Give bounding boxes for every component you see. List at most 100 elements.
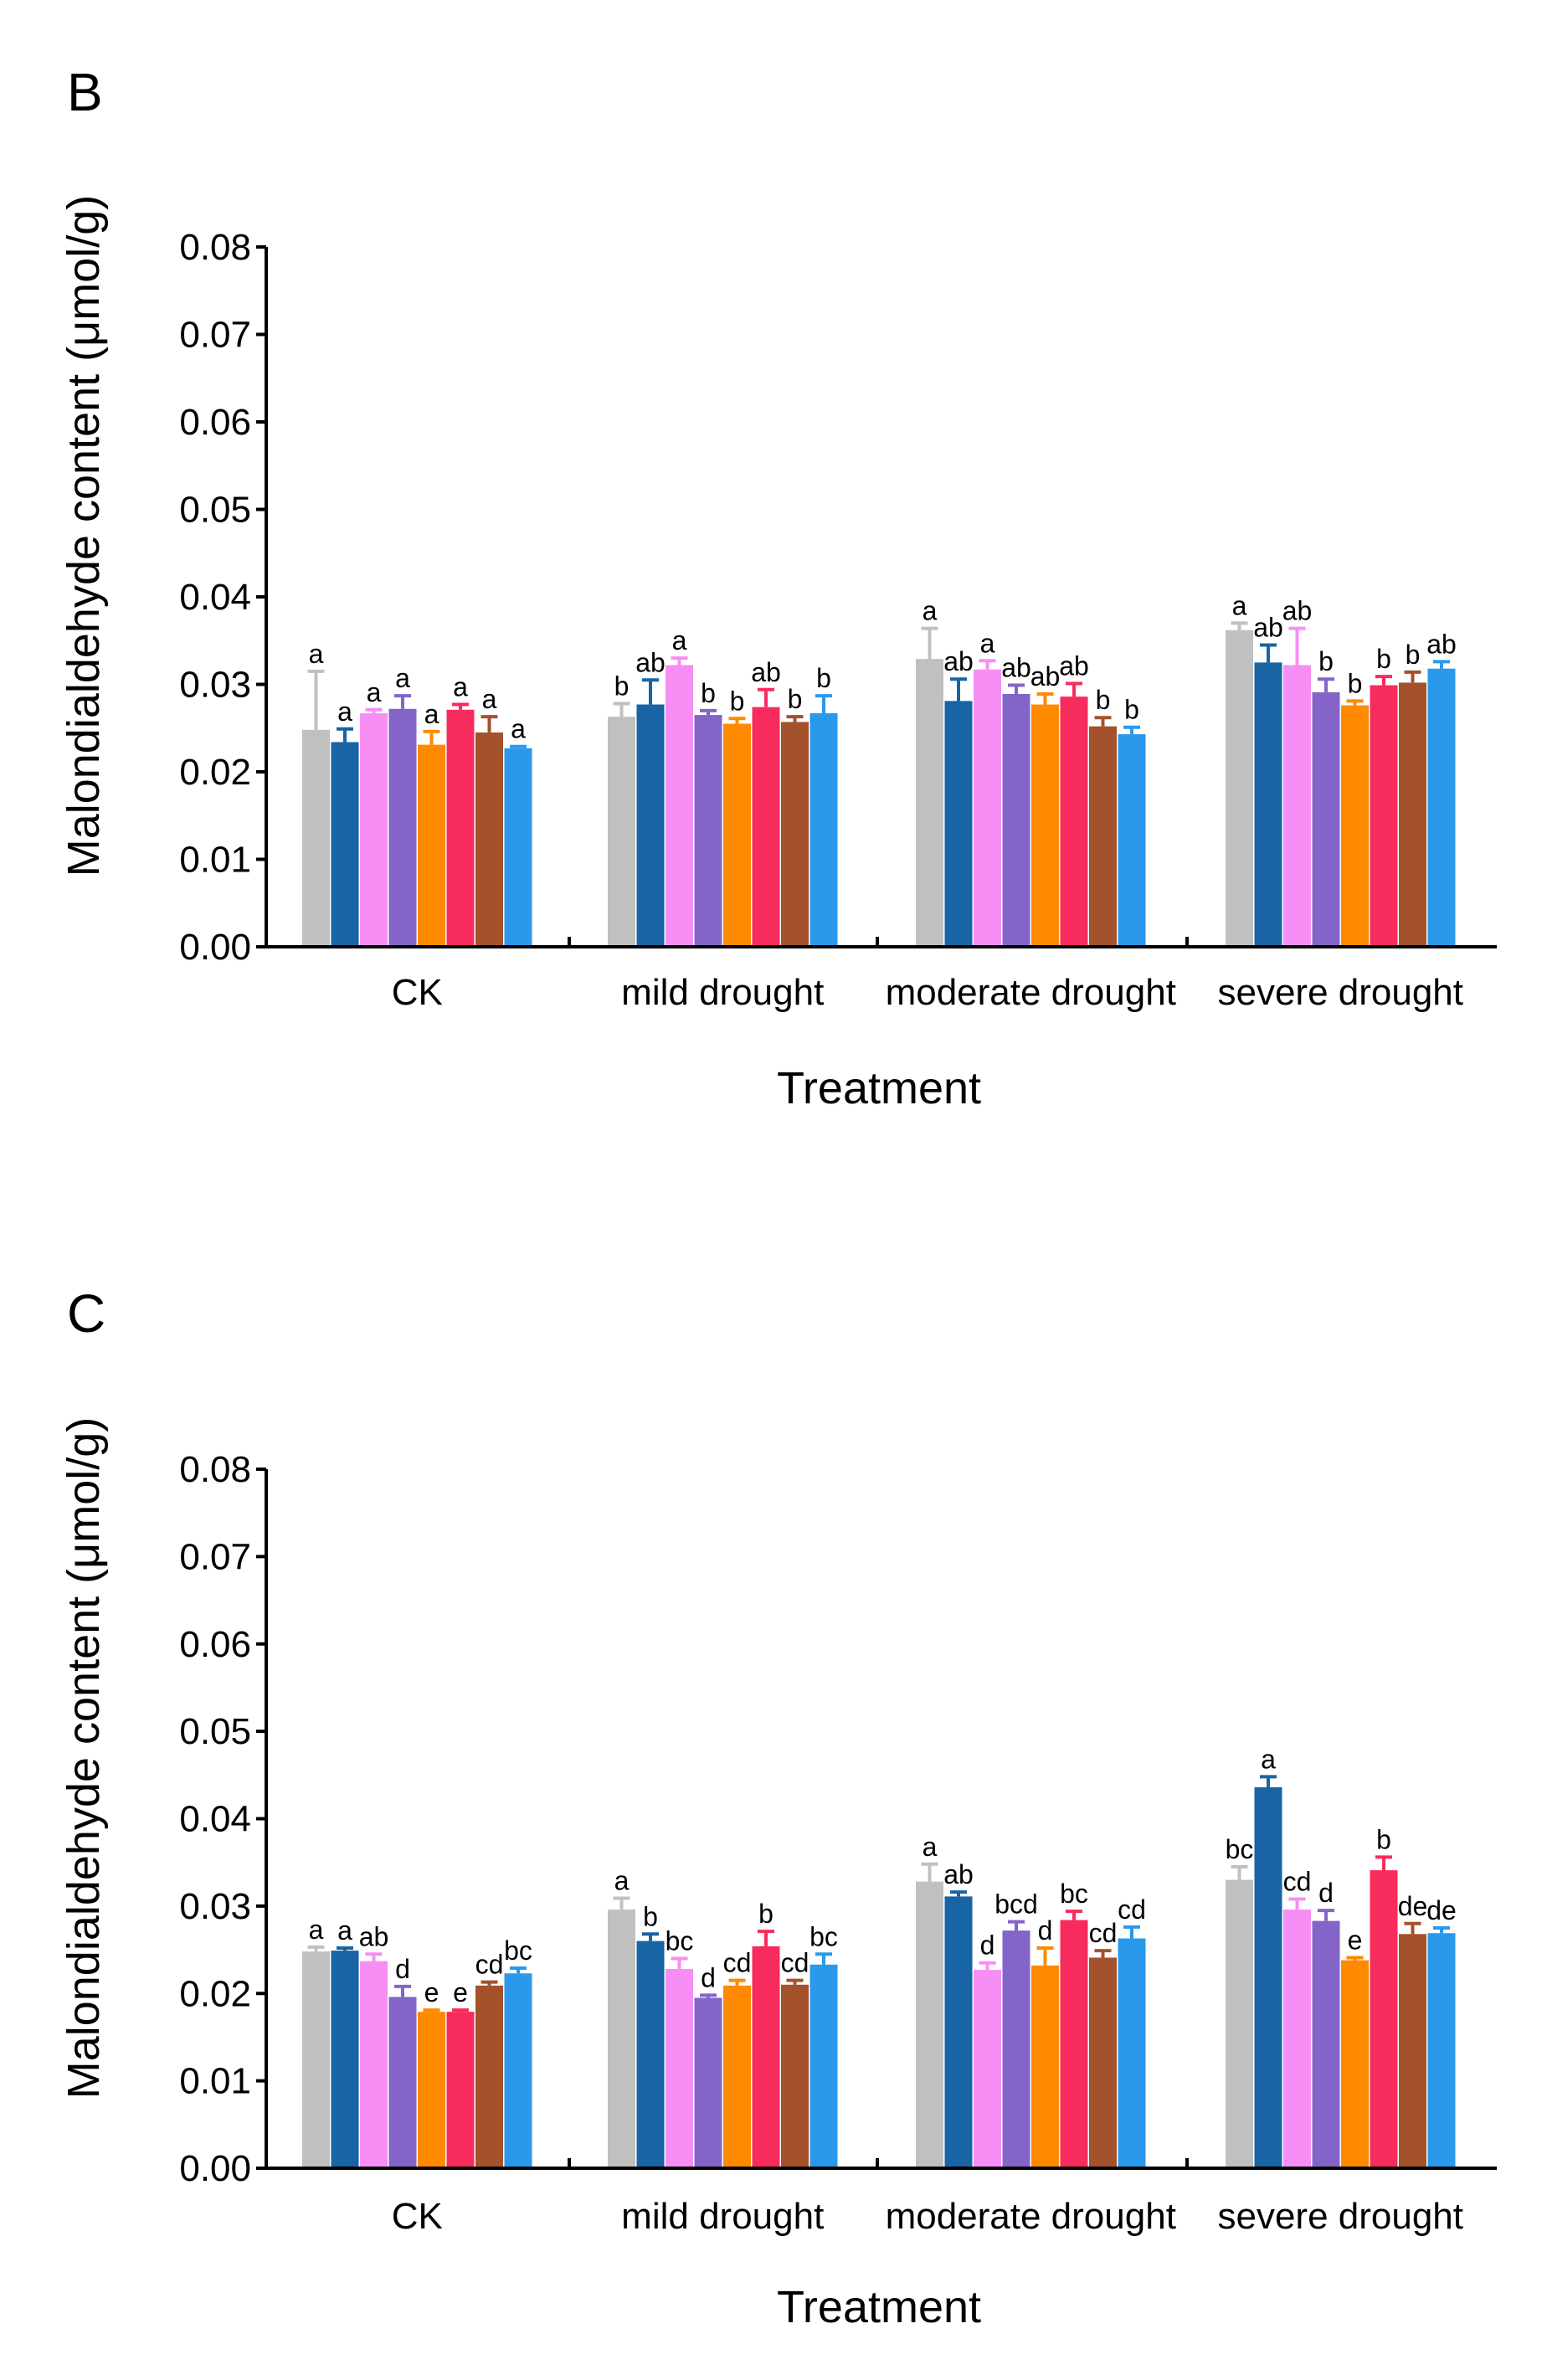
y-ticks: 0.00 0.01 0.02 0.03 0.04 0.05 0.06 0.07 0.08: [179, 227, 266, 968]
y-tick-label: 0.01: [179, 2061, 251, 2102]
significance-letter: ab: [635, 647, 666, 677]
y-tick-label: 0.07: [179, 1536, 251, 1577]
y-tick-label: 0.02: [179, 1973, 251, 2014]
y-tick-label: 0.05: [179, 1711, 251, 1752]
category-label: mild drought: [621, 2196, 824, 2237]
category-label: CK: [392, 972, 443, 1013]
significance-letter: ab: [1030, 661, 1061, 691]
bar: [418, 744, 445, 947]
y-tick-label: 0.04: [179, 577, 251, 618]
y-tick-label: 0.08: [179, 227, 251, 268]
panel-label: C: [67, 1283, 105, 1344]
bar: [608, 717, 635, 947]
bar: [1118, 734, 1146, 947]
significance-letter: ab: [1282, 596, 1313, 626]
significance-letter: ab: [1253, 612, 1283, 642]
bar: [1089, 726, 1117, 947]
bar: [504, 1973, 532, 2168]
bar: [723, 723, 751, 947]
x-axis-title: Treatment: [777, 2282, 981, 2332]
bar: [1226, 630, 1253, 947]
significance-letter: bc: [666, 1926, 694, 1956]
significance-letter: cd: [1283, 1867, 1312, 1897]
bar: [1283, 1910, 1311, 2168]
category-label: CK: [392, 2196, 443, 2237]
panel-b: B Treatment Malondialdehyde content (μmo…: [59, 62, 1497, 1113]
bar: [944, 1896, 973, 2168]
significance-letter: cd: [1118, 1894, 1146, 1925]
y-tick-label: 0.03: [179, 665, 251, 706]
significance-letter: d: [980, 1930, 995, 1961]
significance-letter: ab: [1059, 650, 1089, 681]
bar: [944, 701, 973, 947]
bar: [1427, 1933, 1456, 2168]
bar: [1060, 697, 1088, 947]
significance-letter: a: [337, 697, 352, 727]
significance-letter: a: [453, 672, 468, 702]
significance-letter: bc: [809, 1921, 838, 1951]
axes: [265, 1469, 1497, 2170]
y-tick-label: 0.01: [179, 840, 251, 881]
bar: [1254, 662, 1282, 947]
bar: [1399, 1934, 1426, 2168]
bar: [974, 1970, 1001, 2168]
y-tick-label: 0.04: [179, 1799, 251, 1840]
significance-letter: a: [614, 1865, 630, 1895]
significance-letter: ab: [943, 646, 974, 676]
bar: [331, 1951, 359, 2168]
y-tick-label: 0.03: [179, 1886, 251, 1927]
significance-letter: a: [511, 714, 526, 744]
bar: [1370, 685, 1398, 947]
significance-letter: a: [923, 1832, 938, 1862]
significance-letter: de: [1398, 1891, 1428, 1921]
bar: [331, 742, 359, 947]
category-label: mild drought: [621, 972, 824, 1013]
bar: [752, 707, 780, 947]
y-ticks: 0.00 0.01 0.02 0.03 0.04 0.05 0.06 0.07 0.08: [179, 1449, 266, 2189]
significance-letter: d: [395, 1954, 410, 1984]
significance-letter: b: [1376, 644, 1391, 674]
significance-letter: e: [453, 1977, 468, 2007]
bar: [302, 729, 330, 947]
significance-letter: a: [923, 596, 938, 626]
significance-letter: b: [816, 663, 831, 693]
significance-letter: a: [1232, 590, 1247, 620]
bar: [446, 709, 475, 947]
y-tick-label: 0.00: [179, 2148, 251, 2189]
bar: [666, 1969, 693, 2168]
bar: [1254, 1786, 1282, 2168]
significance-letter: a: [1261, 1744, 1276, 1774]
y-tick-label: 0.06: [179, 1624, 251, 1665]
significance-letter: ab: [943, 1859, 974, 1889]
y-tick-label: 0.00: [179, 927, 251, 968]
significance-letter: a: [309, 1915, 324, 1945]
bar: [694, 1997, 722, 2168]
bar: [636, 704, 665, 947]
bar: [1283, 665, 1311, 947]
bar: [916, 1881, 943, 2168]
category-labels: CK mild drought moderate drought severe dro…: [392, 2196, 1463, 2237]
y-tick-label: 0.05: [179, 490, 251, 531]
bar: [781, 722, 809, 947]
category-label: moderate drought: [886, 2196, 1176, 2237]
panel-label: B: [67, 62, 103, 122]
bar: [1312, 691, 1340, 947]
bar: [694, 715, 722, 947]
significance-letter: a: [980, 628, 995, 658]
bar: [1427, 668, 1456, 947]
significance-letter: bcd: [994, 1889, 1038, 1920]
bar: [360, 1961, 388, 2168]
category-labels: CK mild drought moderate drought severe dro…: [392, 972, 1463, 1013]
significance-letter: cd: [781, 1948, 809, 1978]
significance-letter: a: [337, 1915, 352, 1946]
significance-letter: b: [1096, 685, 1111, 715]
y-tick-label: 0.06: [179, 402, 251, 443]
significance-letter: e: [424, 1977, 439, 2007]
significance-letter: a: [672, 625, 687, 655]
bar: [608, 1910, 635, 2168]
significance-letter: b: [643, 1901, 658, 1931]
bar: [360, 712, 388, 947]
bar: [1341, 705, 1369, 947]
